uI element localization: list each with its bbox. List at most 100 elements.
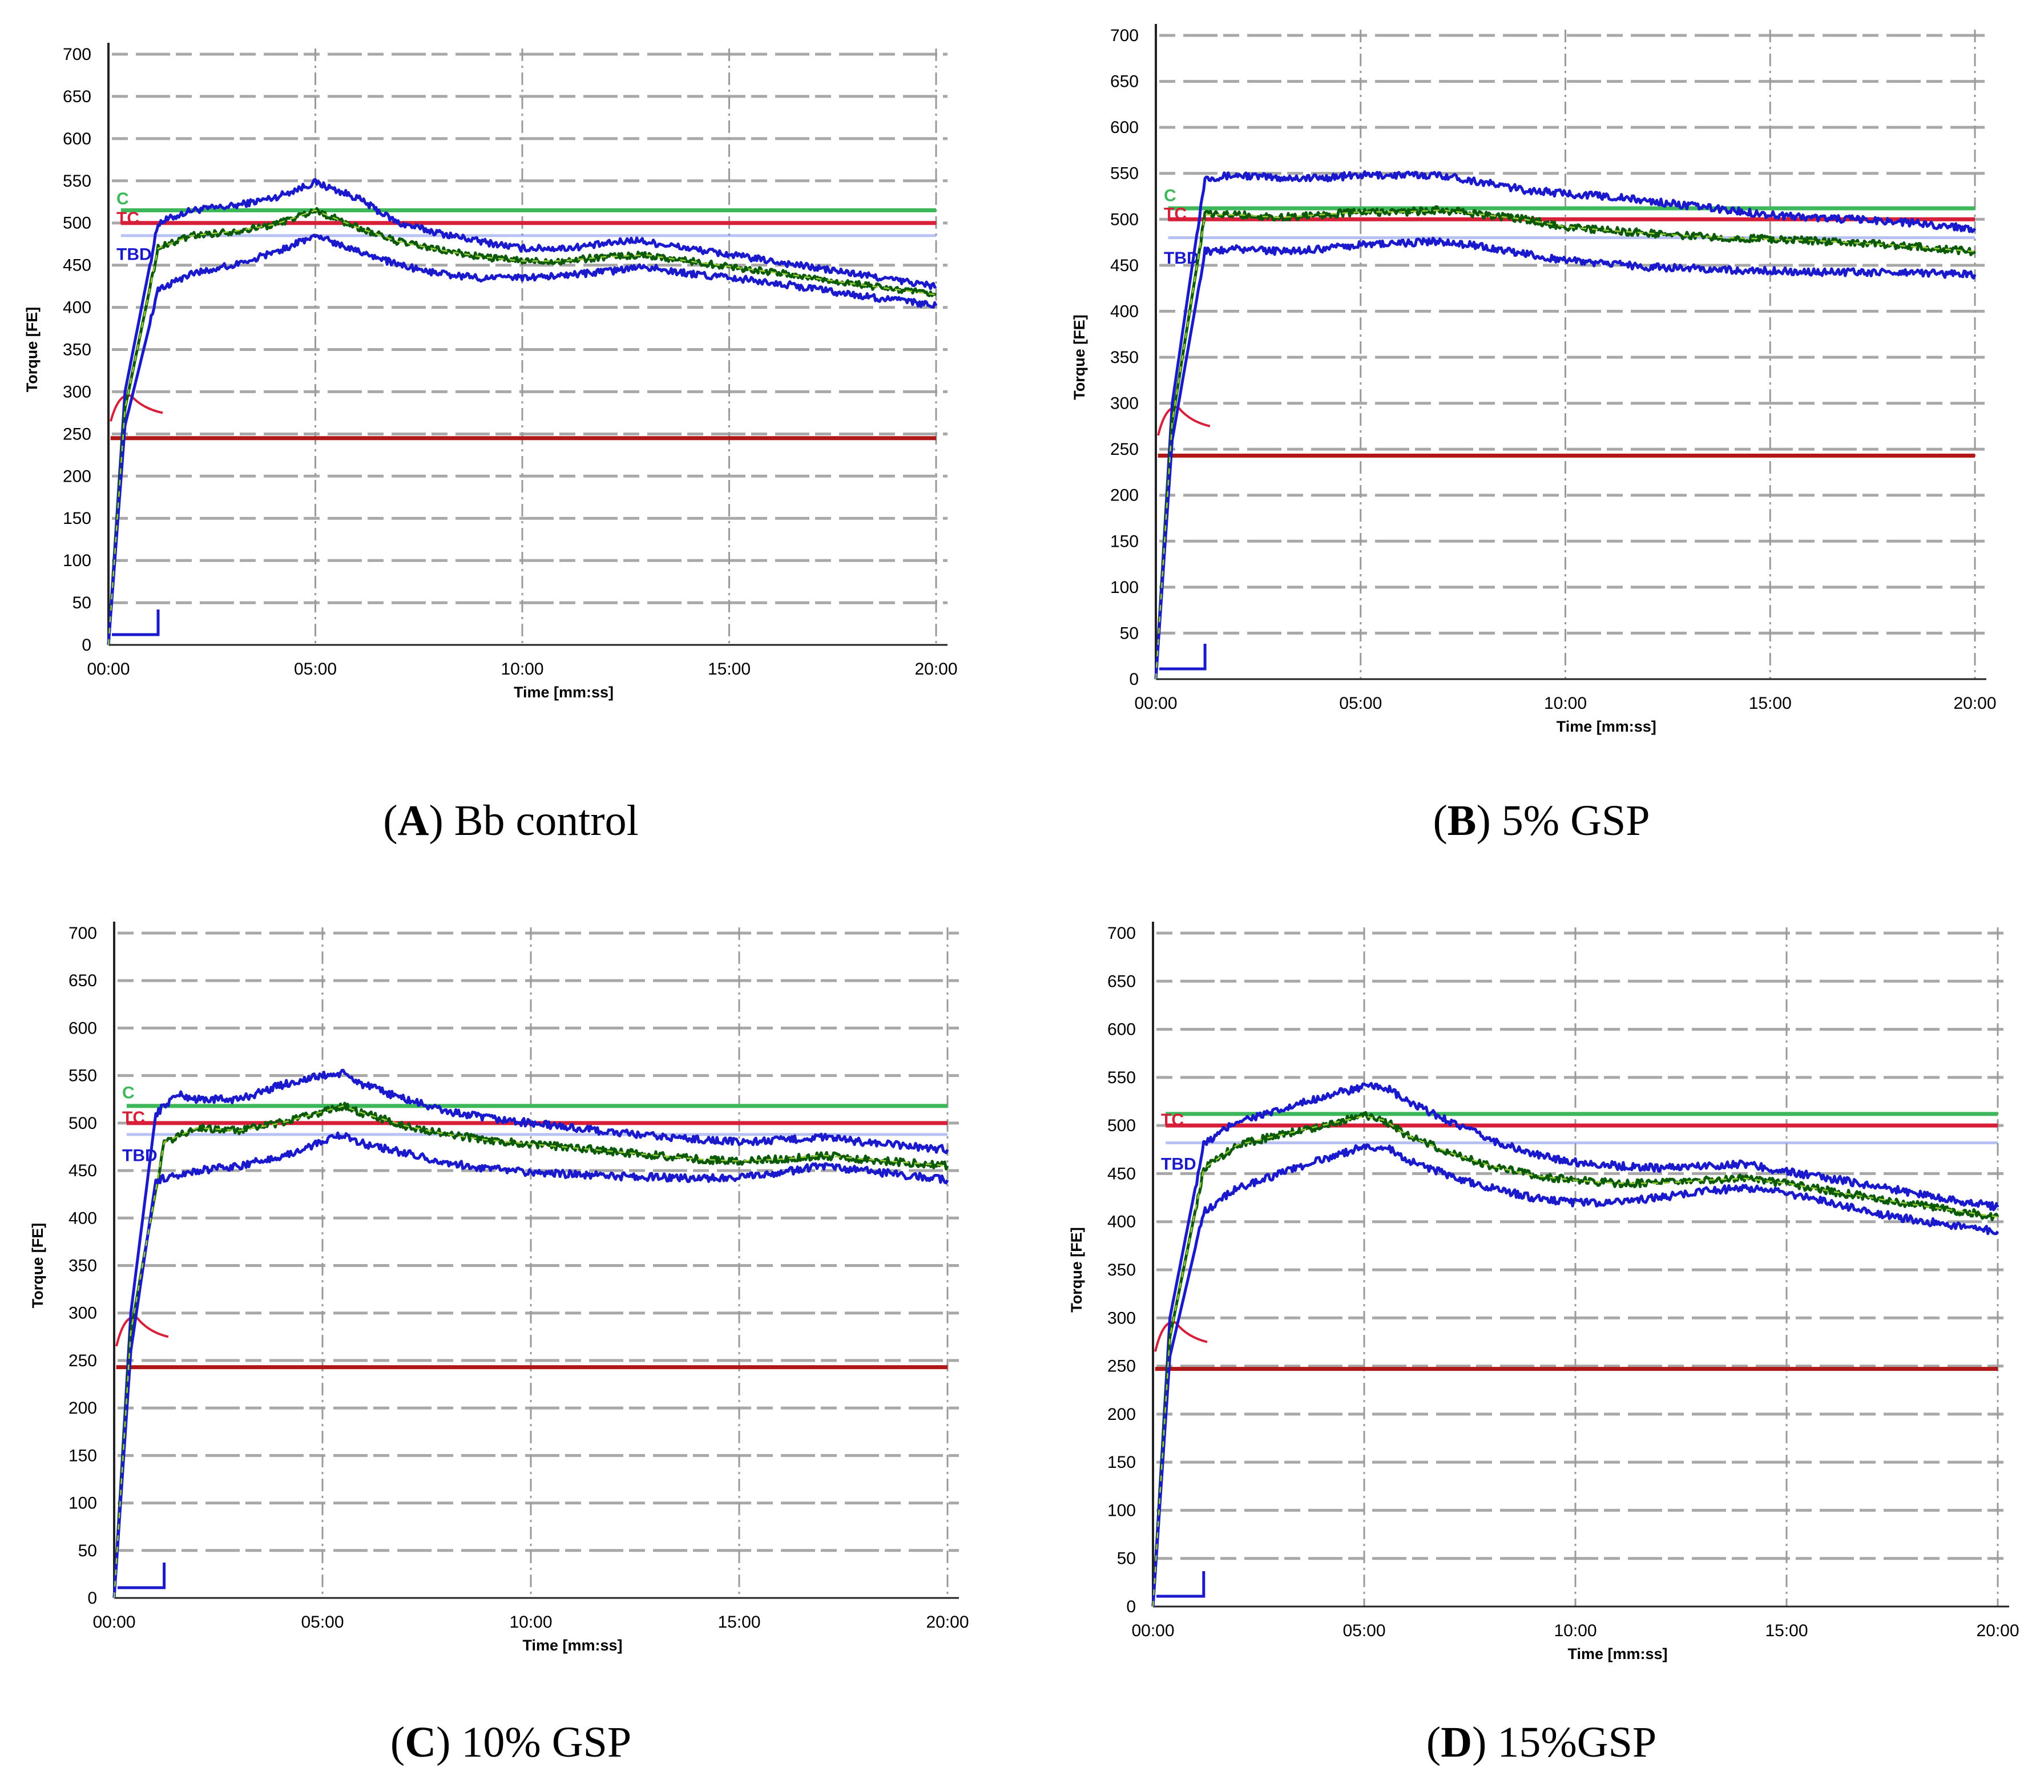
series-line-lower: [107, 233, 938, 645]
y-tick-label: 250: [1110, 440, 1139, 459]
x-tick-label: 20:00: [926, 1613, 969, 1632]
panel-caption: (D) 15%GSP: [1426, 1718, 1657, 1766]
y-tick-label: 550: [1110, 164, 1139, 183]
x-tick-label: 05:00: [294, 660, 337, 679]
x-tick-label: 20:00: [914, 660, 957, 679]
start-bracket: [112, 610, 160, 636]
red-trace-loop: [115, 1316, 169, 1347]
chart-panel-c: Torque [FE] Time [mm:ss] 0 50 100 150 200 250…: [0, 896, 1022, 1792]
y-tick-label: 200: [1107, 1405, 1136, 1424]
marker-label: C: [116, 189, 129, 208]
chart-panel-a: Torque [FE] Time [mm:ss] 0 50 100 150 200 250…: [0, 0, 1022, 896]
x-tick-label: 00:00: [87, 660, 130, 679]
x-tick-label: 15:00: [1765, 1621, 1808, 1640]
y-tick-label: 150: [1110, 532, 1139, 551]
y-tick-label: 700: [1110, 26, 1139, 45]
start-bracket: [1159, 644, 1207, 671]
x-axis-title: Time [mm:ss]: [522, 1637, 622, 1654]
series-line-upper: [1151, 1081, 1999, 1607]
x-tick-label: 05:00: [1342, 1621, 1385, 1640]
y-tick-label: 150: [1107, 1453, 1136, 1472]
y-tick-label: 450: [68, 1161, 97, 1180]
start-bracket: [1156, 1571, 1206, 1598]
y-tick-label: 150: [68, 1446, 97, 1465]
y-tick-label: 250: [68, 1351, 97, 1370]
chart-b-svg: Torque [FE] Time [mm:ss] 0 50 100 150 200 250…: [1071, 24, 1997, 735]
y-tick-label: 300: [68, 1304, 97, 1323]
y-tick-label: 700: [1107, 924, 1136, 943]
y-tick-label: 300: [63, 382, 91, 401]
x-tick-label: 20:00: [1976, 1621, 2019, 1640]
red-trace-loop: [1154, 1321, 1208, 1352]
y-tick-label: 50: [78, 1541, 97, 1560]
y-tick-label: 400: [63, 298, 91, 317]
panel-caption: (C) 10% GSP: [390, 1718, 632, 1766]
y-tick-label: 700: [63, 45, 91, 64]
y-tick-label: 250: [1107, 1357, 1136, 1376]
y-tick-label: 100: [63, 551, 91, 570]
x-axis-title: Time [mm:ss]: [514, 684, 614, 701]
y-tick-label: 550: [63, 172, 91, 191]
y-tick-label: 200: [1110, 486, 1139, 505]
x-axis-title: Time [mm:ss]: [1557, 718, 1656, 735]
y-tick-label: 650: [1107, 972, 1136, 991]
y-tick-label: 200: [68, 1399, 97, 1418]
series-line-lower: [112, 1131, 949, 1599]
series-line-upper: [112, 1068, 949, 1599]
y-tick-label: 300: [1110, 394, 1139, 413]
marker-label: TC: [1161, 1111, 1184, 1129]
x-tick-label: 15:00: [1749, 694, 1792, 713]
y-tick-label: 100: [1107, 1501, 1136, 1520]
y-axis-title: Torque [FE]: [29, 1223, 46, 1308]
center-dashed-overlay: [1155, 209, 1976, 680]
series-line-upper: [1154, 170, 1977, 680]
y-tick-label: 400: [1107, 1213, 1136, 1232]
x-tick-label: 10:00: [1554, 1621, 1597, 1640]
x-axis-title: Time [mm:ss]: [1567, 1645, 1667, 1662]
x-tick-label: 05:00: [1339, 694, 1382, 713]
y-axis-title: Torque [FE]: [1071, 314, 1088, 399]
chart-d-svg: Torque [FE] Time [mm:ss] 0 50 100 150 200 250…: [1068, 922, 2019, 1662]
series-line-lower: [1154, 236, 1977, 680]
y-tick-label: 50: [1117, 1549, 1136, 1568]
red-trace-loop: [110, 394, 163, 422]
panel-caption: (A) Bb control: [383, 797, 639, 845]
y-tick-label: 600: [1110, 118, 1139, 137]
marker-label: C: [1164, 186, 1176, 205]
y-tick-label: 350: [68, 1257, 97, 1276]
y-tick-label: 200: [63, 467, 91, 486]
y-tick-label: 400: [1110, 302, 1139, 321]
y-tick-label: 650: [1110, 72, 1139, 91]
x-tick-label: 00:00: [1131, 1621, 1174, 1640]
y-tick-label: 450: [63, 256, 91, 275]
center-dashed-overlay: [107, 209, 937, 645]
y-tick-label: 0: [87, 1589, 97, 1608]
marker-label: TBD: [116, 245, 152, 264]
marker-label: C: [122, 1084, 135, 1103]
y-tick-label: 450: [1107, 1164, 1136, 1183]
x-tick-label: 10:00: [509, 1613, 552, 1632]
x-tick-label: 15:00: [717, 1613, 760, 1632]
center-dashed-overlay: [1152, 1115, 1998, 1607]
y-tick-label: 500: [1107, 1116, 1136, 1135]
x-tick-label: 10:00: [1544, 694, 1587, 713]
y-tick-label: 100: [1110, 578, 1139, 597]
marker-label: TC: [116, 209, 139, 228]
red-trace-loop: [1157, 406, 1211, 436]
marker-label: TBD: [1161, 1155, 1196, 1174]
y-tick-label: 400: [68, 1209, 97, 1228]
y-tick-label: 350: [63, 341, 91, 360]
series-line-lower: [1151, 1143, 1999, 1607]
y-tick-label: 650: [63, 87, 91, 106]
y-tick-label: 100: [68, 1494, 97, 1513]
x-tick-label: 00:00: [92, 1613, 135, 1632]
y-tick-label: 600: [68, 1019, 97, 1038]
chart-panel-d: Torque [FE] Time [mm:ss] 0 50 100 150 200 250…: [1039, 896, 2044, 1792]
series-line-center: [112, 1101, 949, 1599]
y-tick-label: 300: [1107, 1309, 1136, 1327]
y-tick-label: 50: [1120, 624, 1139, 643]
marker-label: TC: [1164, 205, 1187, 224]
y-tick-label: 650: [68, 971, 97, 990]
center-dashed-overlay: [113, 1105, 948, 1599]
chart-panel-b: Torque [FE] Time [mm:ss] 0 50 100 150 200 250…: [1039, 0, 2044, 896]
